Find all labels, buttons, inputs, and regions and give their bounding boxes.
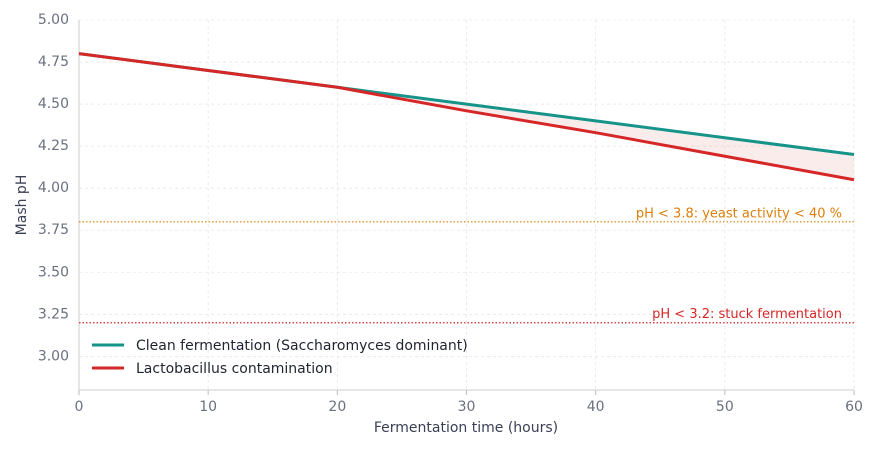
gap-area [595, 120, 725, 157]
series-line [78, 52, 855, 182]
legend-label: Lactobacillus contamination [136, 361, 333, 377]
y-tick-label: 3.25 [38, 306, 69, 322]
y-axis-label: Mash pH [14, 175, 30, 236]
x-axis-label: Fermentation time (hours) [374, 420, 558, 436]
y-tick-label: 4.50 [38, 96, 69, 112]
y-tick-label: 3.50 [38, 264, 69, 280]
x-tick-label: 60 [845, 399, 863, 415]
x-tick-label: 0 [75, 399, 84, 415]
x-tick-label: 40 [587, 399, 605, 415]
x-tick-label: 10 [199, 399, 217, 415]
legend-label: Clean fermentation (Saccharomyces domina… [136, 338, 468, 354]
y-tick-label: 3.75 [38, 222, 69, 238]
x-tick-label: 30 [458, 399, 476, 415]
y-tick-label: 5.00 [38, 12, 69, 28]
x-tick-label: 20 [328, 399, 346, 415]
x-tick-label: 50 [716, 399, 734, 415]
y-tick-label: 4.25 [38, 138, 69, 154]
y-tick-label: 3.00 [38, 348, 69, 364]
y-tick-label: 4.75 [38, 54, 69, 70]
y-tick-label: 4.00 [38, 180, 69, 196]
threshold-label: pH < 3.8: yeast activity < 40 % [636, 206, 842, 221]
threshold-label: pH < 3.2: stuck fermentation [652, 307, 842, 322]
gap-area [466, 104, 596, 133]
gap-area [724, 137, 854, 180]
